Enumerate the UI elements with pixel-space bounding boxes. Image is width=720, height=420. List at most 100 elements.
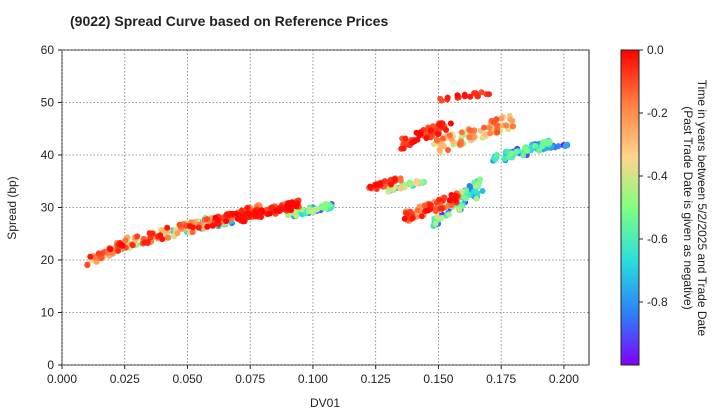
scatter-point bbox=[118, 241, 125, 248]
scatter-point bbox=[426, 201, 433, 208]
scatter-point bbox=[434, 137, 441, 144]
x-tick-label: 0.050 bbox=[172, 372, 202, 386]
scatter-point bbox=[234, 215, 241, 222]
x-tick-label: 0.025 bbox=[110, 372, 140, 386]
scatter-point bbox=[473, 195, 480, 202]
colorbar-label-line1: Time in years between 5/2/2025 and Trade… bbox=[695, 80, 709, 337]
colorbar-tick-label: 0.0 bbox=[647, 43, 664, 57]
scatter-point bbox=[555, 143, 562, 150]
scatter-point bbox=[246, 210, 253, 217]
scatter-point bbox=[381, 178, 388, 185]
scatter-point bbox=[445, 211, 452, 218]
scatter-point bbox=[195, 224, 202, 231]
scatter-point bbox=[438, 205, 445, 212]
scatter-point bbox=[122, 237, 129, 244]
scatter-point bbox=[209, 222, 216, 229]
scatter-point bbox=[472, 183, 479, 190]
scatter-point bbox=[240, 218, 247, 225]
y-tick-label: 20 bbox=[41, 253, 55, 267]
scatter-point bbox=[268, 204, 275, 211]
scatter-point bbox=[400, 145, 407, 152]
scatter-point bbox=[437, 95, 444, 102]
scatter-point bbox=[204, 216, 210, 223]
scatter-point bbox=[244, 204, 251, 211]
scatter-point bbox=[397, 185, 404, 192]
scatter-point bbox=[84, 261, 91, 268]
scatter-point bbox=[459, 188, 466, 195]
scatter-point bbox=[454, 92, 461, 99]
scatter-point bbox=[471, 127, 478, 134]
scatter-point bbox=[134, 233, 141, 240]
scatter-point bbox=[129, 242, 136, 249]
colorbar-tick-label: -0.2 bbox=[647, 106, 668, 120]
y-axis-label: Spread (bp) bbox=[5, 176, 19, 239]
scatter-point bbox=[532, 142, 539, 149]
scatter-point bbox=[432, 220, 439, 227]
scatter-point bbox=[520, 152, 527, 159]
scatter-point bbox=[438, 214, 445, 221]
scatter-point bbox=[413, 178, 420, 185]
scatter-point bbox=[266, 210, 273, 217]
scatter-point bbox=[494, 151, 500, 158]
scatter-point bbox=[95, 250, 102, 257]
scatter-point bbox=[401, 215, 408, 222]
x-tick-label: 0.000 bbox=[47, 372, 77, 386]
scatter-point bbox=[443, 127, 450, 133]
scatter-point bbox=[251, 211, 258, 217]
scatter-point bbox=[403, 210, 410, 217]
scatter-point bbox=[204, 223, 211, 230]
scatter-point bbox=[258, 207, 265, 214]
scatter-point bbox=[321, 201, 328, 208]
scatter-point bbox=[466, 134, 473, 141]
scatter-point bbox=[445, 147, 451, 153]
scatter-point bbox=[223, 218, 230, 225]
scatter-point bbox=[444, 94, 451, 101]
scatter-point bbox=[285, 202, 292, 209]
scatter-point bbox=[107, 246, 114, 253]
scatter-point bbox=[98, 255, 105, 262]
colorbar-tick-label: -0.4 bbox=[647, 169, 668, 183]
x-axis-label: DV01 bbox=[310, 396, 340, 410]
scatter-point bbox=[115, 247, 121, 254]
scatter-point bbox=[467, 93, 474, 100]
scatter-point bbox=[385, 188, 392, 195]
scatter-point bbox=[498, 115, 505, 122]
x-tick-label: 0.150 bbox=[423, 372, 453, 386]
scatter-point bbox=[509, 123, 516, 130]
x-tick-label: 0.200 bbox=[549, 372, 579, 386]
scatter-point bbox=[424, 207, 431, 214]
scatter-point bbox=[421, 202, 428, 209]
scatter-point bbox=[409, 215, 416, 222]
scatter-point bbox=[409, 139, 416, 146]
scatter-point bbox=[314, 206, 321, 213]
scatter-point bbox=[479, 188, 486, 194]
scatter-point bbox=[459, 129, 465, 136]
x-tick-label: 0.175 bbox=[486, 372, 516, 386]
scatter-point bbox=[466, 183, 473, 189]
scatter-point bbox=[536, 147, 543, 154]
scatter-point bbox=[367, 183, 374, 190]
scatter-point bbox=[446, 197, 453, 204]
scatter-point bbox=[258, 214, 264, 220]
scatter-point bbox=[508, 150, 515, 157]
scatter-point bbox=[477, 176, 484, 183]
scatter-point bbox=[144, 238, 151, 245]
scatter-point bbox=[434, 130, 441, 137]
scatter-point bbox=[452, 192, 458, 199]
scatter-point bbox=[397, 175, 404, 182]
scatter-point bbox=[543, 140, 550, 147]
scatter-point bbox=[487, 130, 494, 137]
scatter-point bbox=[309, 208, 316, 215]
scatter-point bbox=[436, 196, 443, 203]
scatter-point bbox=[486, 124, 493, 131]
scatter-point bbox=[452, 197, 459, 203]
scatter-point bbox=[562, 143, 569, 149]
scatter-point bbox=[467, 127, 473, 134]
scatter-point bbox=[486, 91, 492, 98]
scatter-point bbox=[448, 202, 455, 208]
scatter-point bbox=[402, 135, 409, 142]
scatter-point bbox=[176, 221, 183, 228]
scatter-point bbox=[293, 203, 300, 210]
